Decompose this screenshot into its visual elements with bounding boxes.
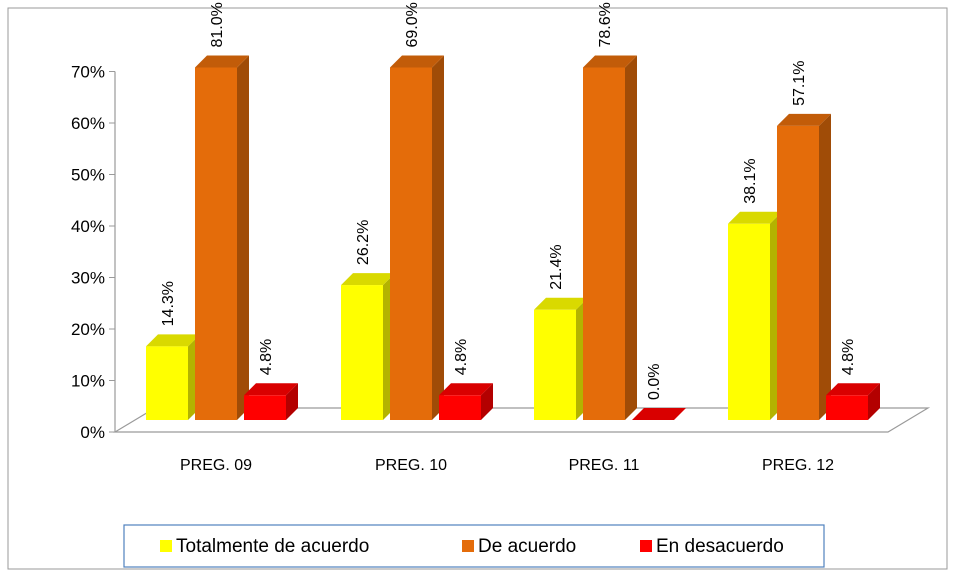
bar-side [432, 55, 444, 420]
bar [195, 67, 237, 420]
bar [244, 395, 286, 420]
y-tick-label: 0% [80, 423, 105, 442]
bar [826, 395, 868, 420]
bar [146, 346, 188, 420]
data-label: 26.2% [355, 220, 372, 265]
data-label: 57.1% [791, 61, 808, 106]
legend-label: De acuerdo [478, 536, 576, 557]
data-label: 4.8% [453, 339, 470, 375]
y-tick-label: 20% [71, 320, 105, 339]
bar-side [237, 55, 249, 420]
data-label: 81.0% [209, 2, 226, 47]
legend-swatch [160, 540, 172, 552]
bar-top [146, 334, 200, 347]
bar [777, 125, 819, 420]
bar-side [286, 383, 298, 420]
bar-side [481, 383, 493, 420]
bar [728, 223, 770, 420]
bar [341, 285, 383, 420]
chart-floor [112, 407, 931, 433]
legend-swatch [462, 540, 474, 552]
bar-top [826, 383, 880, 396]
bar-top [583, 55, 637, 68]
bar-side [868, 383, 880, 420]
y-tick-label: 40% [71, 217, 105, 236]
bar [390, 67, 432, 420]
data-label: 4.8% [258, 339, 275, 375]
data-label: 0.0% [646, 364, 663, 400]
bar-top [341, 273, 395, 286]
bar-top [632, 408, 686, 420]
legend-swatch [640, 540, 652, 552]
bar-top [195, 55, 249, 68]
bar-top [439, 383, 493, 396]
bar-top [728, 211, 782, 224]
x-category-label: PREG. 09 [180, 457, 252, 474]
bar-side [819, 113, 831, 420]
bar [534, 309, 576, 420]
y-tick-label: 50% [71, 166, 105, 185]
x-category-label: PREG. 12 [762, 457, 834, 474]
y-tick-label: 10% [71, 372, 105, 391]
legend-label: En desacuerdo [656, 536, 784, 557]
bar-top [534, 297, 588, 310]
y-tick-label: 30% [71, 269, 105, 288]
x-category-label: PREG. 11 [569, 457, 640, 474]
bar-side [625, 55, 637, 420]
data-label: 14.3% [160, 281, 177, 326]
y-tick-label: 60% [71, 114, 105, 133]
bar-top [244, 383, 298, 396]
x-category-label: PREG. 10 [375, 457, 447, 474]
bar-top [390, 55, 444, 68]
data-label: 78.6% [597, 2, 614, 47]
data-label: 21.4% [548, 244, 565, 289]
data-label: 38.1% [742, 158, 759, 203]
bar [439, 395, 481, 420]
legend-label: Totalmente de acuerdo [176, 536, 369, 557]
data-label: 4.8% [840, 339, 857, 375]
bar [583, 67, 625, 420]
bar-top [777, 113, 831, 126]
y-tick-label: 70% [71, 63, 105, 82]
data-label: 69.0% [404, 2, 421, 47]
